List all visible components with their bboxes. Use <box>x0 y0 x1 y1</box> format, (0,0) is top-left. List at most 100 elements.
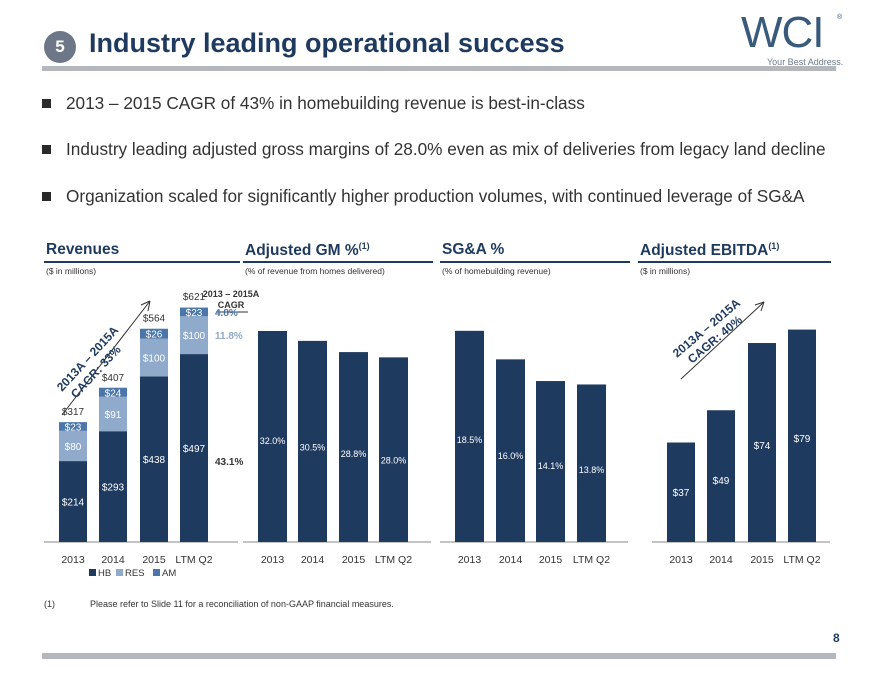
page-title: Industry leading operational success <box>89 28 565 58</box>
gm-tick-label: 2013 <box>261 554 285 566</box>
ebitda-data-label: $37 <box>673 488 690 499</box>
ebitda-rule <box>638 261 831 263</box>
gm-tick-label: LTM Q2 <box>375 554 412 566</box>
revenues-tick-label: 2015 <box>142 554 166 566</box>
gm-tick-label: 2015 <box>342 554 366 566</box>
slide-number-badge: 5 <box>44 31 76 63</box>
revenues-data-label: $23 <box>186 308 203 319</box>
sga-bar <box>496 359 525 542</box>
bullet-item: Organization scaled for significantly hi… <box>42 186 805 207</box>
bullet-item: 2013 – 2015 CAGR of 43% in homebuilding … <box>42 93 585 114</box>
revenues-data-label: $26 <box>146 330 163 341</box>
sga-data-label: 13.8% <box>579 465 605 475</box>
gm-data-label: 30.5% <box>300 443 326 453</box>
gm-bar <box>379 357 408 542</box>
logo-tagline: Your Best Address. <box>767 57 844 67</box>
sga-data-label: 18.5% <box>457 435 483 445</box>
ebitda-bar <box>667 442 695 542</box>
gm-bar <box>258 330 287 542</box>
ebitda-bar <box>788 329 816 542</box>
gm-data-label: 28.0% <box>381 456 407 466</box>
revenues-data-label: $100 <box>183 331 206 342</box>
page-number: 8 <box>833 631 840 645</box>
revenues-data-label: $80 <box>65 442 82 453</box>
ebitda-bar <box>748 343 776 542</box>
revenues-tick-label: LTM Q2 <box>175 554 212 566</box>
legend-swatch-hb <box>89 569 96 576</box>
gm-footnote-ref: (1) <box>358 241 370 251</box>
revenues-total-label: $407 <box>102 373 125 384</box>
sga-bar <box>577 384 606 542</box>
revenues-cagr-header: CAGR <box>218 300 245 310</box>
revenues-bar-am <box>140 328 168 339</box>
footnote-text: Please refer to Slide 11 for a reconcili… <box>90 599 394 609</box>
footnote-number: (1) <box>44 599 55 609</box>
sga-subtitle: (% of homebuilding revenue) <box>442 266 551 276</box>
bullet-square-icon <box>42 99 51 108</box>
revenues-data-label: $438 <box>143 455 166 466</box>
legend-label-hb: HB <box>98 568 111 579</box>
gm-bar <box>298 340 327 542</box>
gm-tick-label: 2014 <box>301 554 325 566</box>
gm-data-label: 28.8% <box>341 449 367 459</box>
gm-title: Adjusted GM %(1) <box>245 241 370 260</box>
ebitda-data-label: $49 <box>713 476 730 487</box>
ebitda-title: Adjusted EBITDA(1) <box>640 241 780 260</box>
legend-label-am: AM <box>162 568 176 579</box>
revenues-cagr-res: 11.8% <box>215 331 243 342</box>
revenues-data-label: $91 <box>105 410 122 421</box>
sga-bar <box>455 330 484 542</box>
footer-divider <box>42 653 836 659</box>
bullet-text: 2013 – 2015 CAGR of 43% in homebuilding … <box>66 93 585 113</box>
revenues-bar-hb <box>99 431 127 542</box>
revenues-cagr-arrow <box>61 300 151 416</box>
revenues-data-label: $100 <box>143 353 166 364</box>
gm-subtitle: (% of revenue from homes delivered) <box>245 266 385 276</box>
revenues-tick-label: 2014 <box>101 554 125 566</box>
bullet-text: Industry leading adjusted gross margins … <box>66 139 826 159</box>
ebitda-tick-label: 2015 <box>750 554 774 566</box>
revenues-cagr-am: 4.8% <box>215 308 238 319</box>
legend-swatch-am <box>153 569 160 576</box>
sga-tick-label: 2015 <box>539 554 563 566</box>
revenues-total-label: $564 <box>143 314 166 325</box>
revenues-data-label: $23 <box>65 422 82 433</box>
revenues-data-label: $24 <box>105 388 122 399</box>
revenues-bar-res <box>140 338 168 377</box>
bullet-item: Industry leading adjusted gross margins … <box>42 139 826 160</box>
revenues-total-label: $621 <box>183 292 206 303</box>
ebitda-cagr-arrow <box>680 301 765 380</box>
revenues-bar-am <box>59 422 87 431</box>
bullet-text: Organization scaled for significantly hi… <box>66 186 805 206</box>
revenues-data-label: $293 <box>102 483 125 494</box>
ebitda-cagr-arrow-head-icon <box>754 301 765 312</box>
revenues-subtitle: ($ in millions) <box>46 266 97 276</box>
revenues-bar-res <box>59 430 87 462</box>
revenues-bar-hb <box>140 376 168 542</box>
sga-data-label: 14.1% <box>538 461 564 471</box>
ebitda-subtitle: ($ in millions) <box>640 266 691 276</box>
ebitda-footnote-ref: (1) <box>768 241 780 251</box>
legend-label-res: RES <box>125 568 145 579</box>
revenues-title: Revenues <box>46 241 120 258</box>
revenues-total-label: $317 <box>62 407 85 418</box>
ebitda-tick-label: 2014 <box>709 554 733 566</box>
header-divider <box>42 66 836 71</box>
revenues-bar-res <box>99 396 127 432</box>
wci-logo: WCI <box>741 8 825 57</box>
sga-title: SG&A % <box>442 241 505 258</box>
revenues-bar-am <box>99 387 127 397</box>
revenues-tick-label: 2013 <box>61 554 85 566</box>
ebitda-tick-label: LTM Q2 <box>783 554 820 566</box>
ebitda-tick-label: 2013 <box>669 554 693 566</box>
revenues-bar-hb <box>59 461 87 542</box>
sga-rule <box>440 261 630 263</box>
sga-bar <box>536 381 565 542</box>
bullet-square-icon <box>42 145 51 154</box>
revenues-bar-am <box>180 307 208 317</box>
sga-tick-label: 2013 <box>458 554 482 566</box>
revenues-rule <box>44 261 240 263</box>
sga-tick-label: 2014 <box>499 554 523 566</box>
revenues-cagr-header: 2013 – 2015A <box>203 289 260 299</box>
bullet-square-icon <box>42 192 51 201</box>
